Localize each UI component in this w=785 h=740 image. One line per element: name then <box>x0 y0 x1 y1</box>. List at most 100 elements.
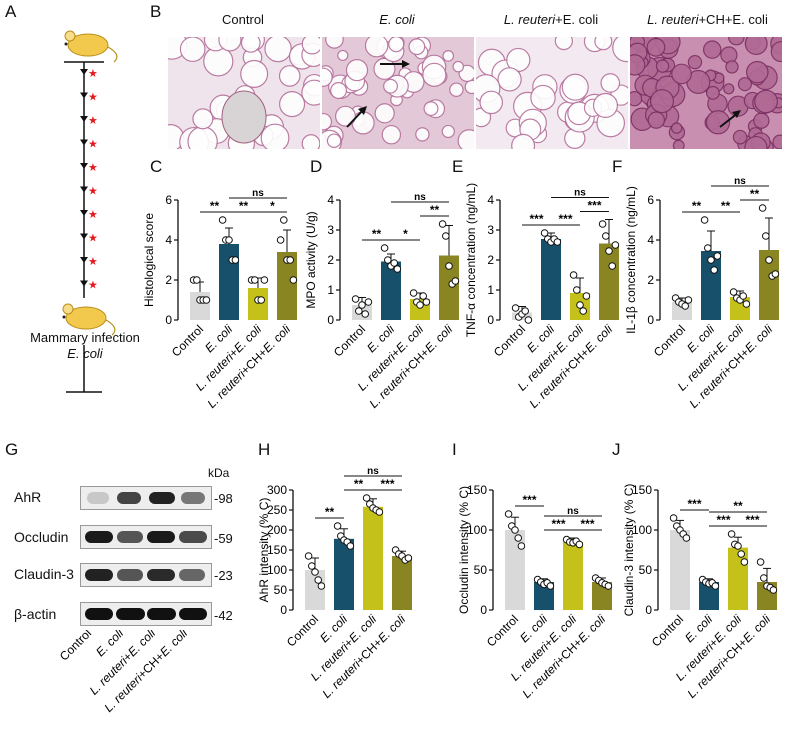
data-point <box>511 526 519 534</box>
y-tick-label: 6 <box>165 193 172 207</box>
significance-label: ** <box>430 203 440 217</box>
panel-letter-a: A <box>5 2 17 21</box>
y-tick-label: 150 <box>467 483 487 497</box>
y-tick-label: 300 <box>267 483 287 497</box>
panel-letter-j: J <box>612 440 621 459</box>
significance-label: ** <box>325 505 335 519</box>
data-point <box>669 514 678 522</box>
data-point <box>582 292 591 300</box>
data-point <box>225 236 233 244</box>
y-tick-label: 0 <box>480 603 487 617</box>
x-tick-label: Control <box>484 612 521 649</box>
data-point <box>762 232 770 240</box>
y-tick-label: 50 <box>639 563 653 577</box>
bar <box>248 288 268 320</box>
y-tick-label: 0 <box>280 603 287 617</box>
bar <box>439 255 459 320</box>
y-tick-label: 4 <box>487 193 494 207</box>
data-point <box>700 216 709 224</box>
data-point <box>604 582 613 590</box>
bar <box>670 530 690 610</box>
wb-label-beta-actin: β-actin <box>14 606 57 622</box>
y-tick-label: 50 <box>474 563 488 577</box>
data-point <box>546 582 555 590</box>
data-point <box>711 582 720 590</box>
wb-mw-beta-actin: -42 <box>214 608 233 623</box>
wb-mw-claudin3: -23 <box>214 568 233 583</box>
data-point <box>438 220 447 228</box>
wb-label-ahr: AhR <box>14 489 42 505</box>
data-point <box>704 244 712 252</box>
infection-caption: Mammary infection <box>30 330 140 345</box>
significance-label: ns <box>574 188 586 199</box>
star-icon: ★ <box>88 233 98 245</box>
data-point <box>231 256 240 264</box>
y-tick-label: 1 <box>487 283 494 297</box>
star-icon: ★ <box>88 162 98 174</box>
significance-label: *** <box>716 513 730 527</box>
y-axis-label: Claudin-3 intensity (% C) <box>622 484 636 617</box>
star-icon: ★ <box>88 209 98 221</box>
y-axis-label: TNF-α concentration (ng/mL) <box>464 183 478 337</box>
panel-letter-h: H <box>258 440 271 459</box>
significance-label: ** <box>239 199 249 213</box>
data-point <box>380 244 389 252</box>
panel-letter-i: I <box>452 440 457 459</box>
data-point <box>611 241 620 249</box>
kda-label: kDa <box>208 466 230 480</box>
data-point <box>579 307 587 315</box>
y-tick-label: 200 <box>267 523 287 537</box>
significance-label: ** <box>372 227 382 241</box>
panel-letter-g: G <box>5 440 19 459</box>
y-axis-label: AhR intensity (% C) <box>257 498 271 603</box>
histology-image-ecoli <box>322 37 474 149</box>
significance-label: *** <box>529 212 543 226</box>
y-tick-label: 4 <box>165 233 172 247</box>
data-point <box>218 216 227 224</box>
data-point <box>760 574 768 582</box>
data-point <box>573 286 581 294</box>
y-tick-label: 50 <box>274 583 288 597</box>
y-tick-label: 0 <box>645 603 652 617</box>
data-point <box>251 276 259 284</box>
data-point <box>364 298 373 306</box>
bar <box>219 244 239 320</box>
bar <box>381 261 401 320</box>
x-tick-label: Control <box>284 612 321 649</box>
y-tick-label: 250 <box>267 503 287 517</box>
timeline-arrowhead <box>80 186 88 193</box>
data-point <box>311 568 319 576</box>
y-axis-label: Occludin intensity (% C) <box>457 486 471 614</box>
data-point <box>511 304 520 312</box>
wb-band-row-beta-actin <box>80 602 212 626</box>
data-point <box>758 204 767 212</box>
significance-label: *** <box>587 199 601 213</box>
data-point <box>280 216 288 224</box>
panel-letter-e: E <box>452 157 464 176</box>
data-point <box>355 307 363 315</box>
significance-label: *** <box>522 493 536 507</box>
wb-mw-occludin: -59 <box>214 531 233 546</box>
data-point <box>286 256 294 264</box>
bar <box>599 243 619 320</box>
x-tick-label: Control <box>651 322 688 359</box>
timeline-diagram: ★ ★ ★ ★ ★ ★ ★ ★ ★ ★ <box>62 30 118 393</box>
wb-band-row-ahr <box>80 486 212 510</box>
bar <box>334 538 354 610</box>
histology-image-control <box>168 37 320 149</box>
significance-label: ** <box>354 477 364 491</box>
data-point <box>384 256 392 264</box>
significance-label: ns <box>414 192 426 203</box>
timeline-arrowhead <box>80 139 88 146</box>
data-point <box>504 510 513 518</box>
data-point <box>409 289 418 297</box>
bar <box>305 570 325 610</box>
data-point <box>707 256 715 264</box>
data-point <box>404 554 413 562</box>
